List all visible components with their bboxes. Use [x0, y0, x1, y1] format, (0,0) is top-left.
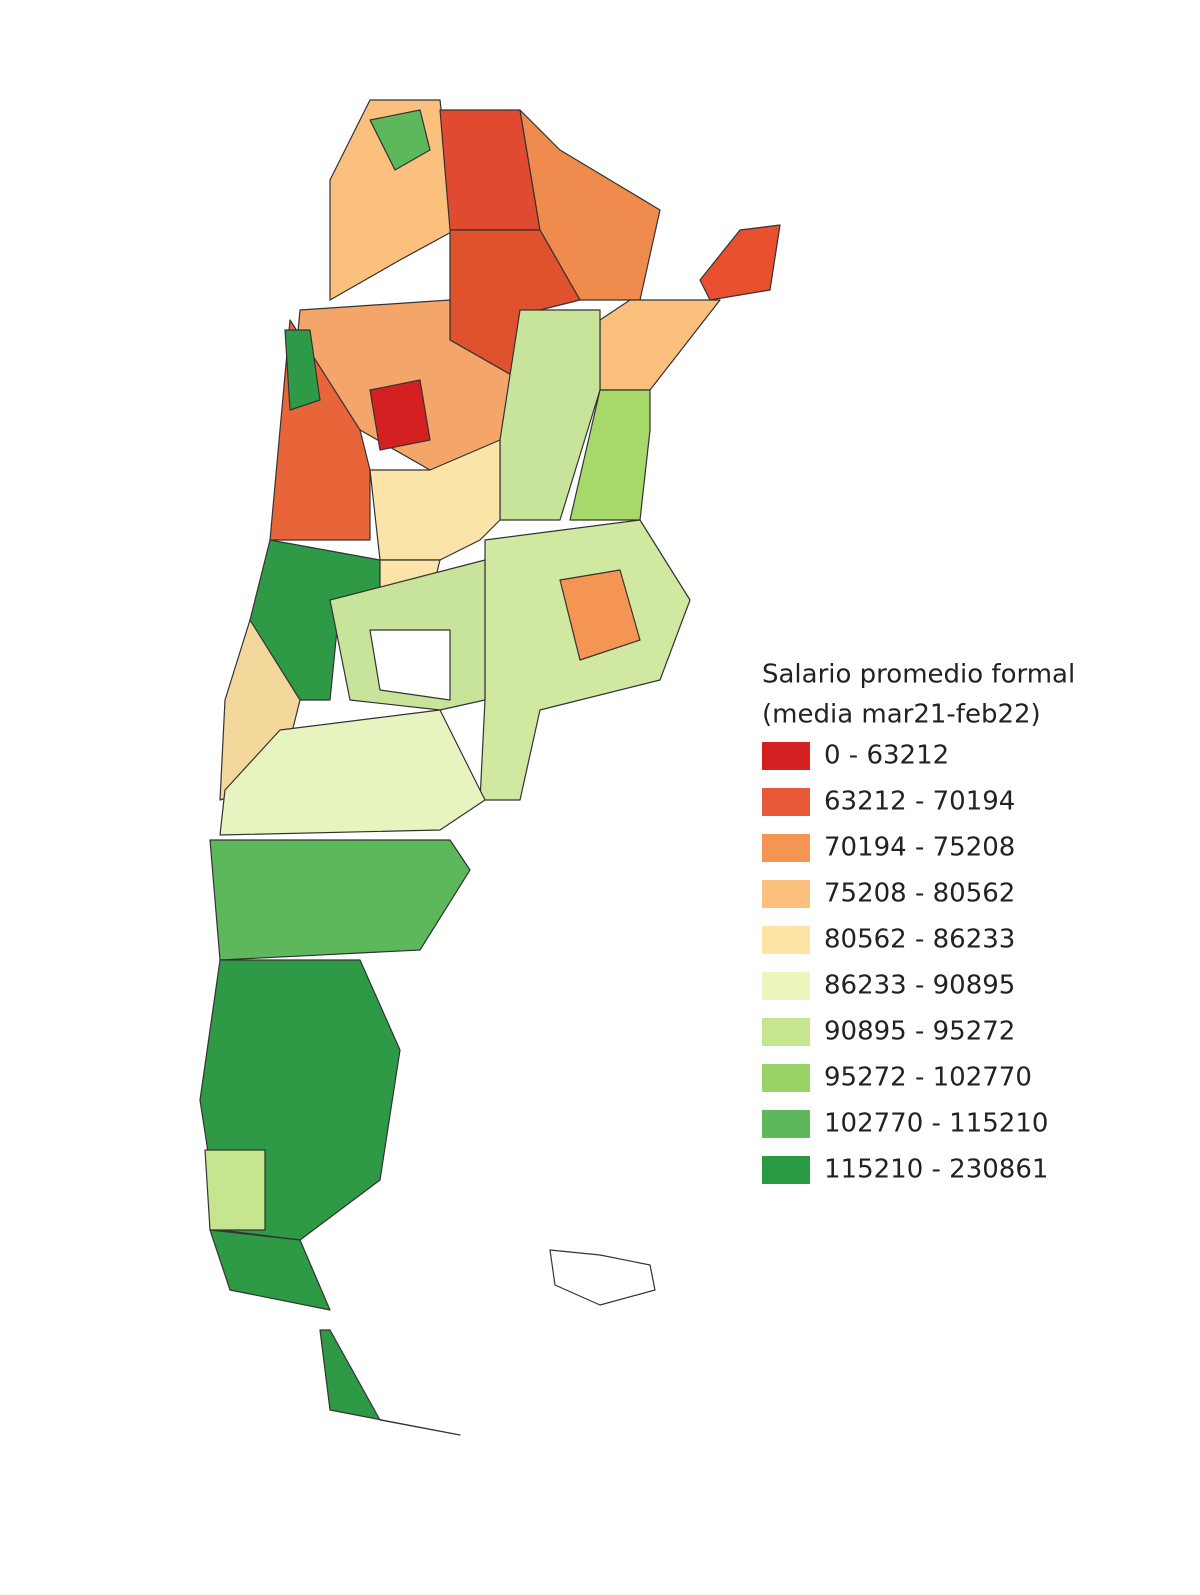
region: [369, 109, 431, 171]
region: [284, 329, 321, 411]
region: [204, 1149, 266, 1231]
legend-swatch: [762, 1064, 810, 1092]
legend-swatch: [762, 1156, 810, 1184]
islands: [549, 1249, 656, 1306]
region: [559, 569, 641, 661]
legend-swatch: [762, 972, 810, 1000]
region: [599, 299, 721, 391]
legend-label: 90895 - 95272: [824, 1017, 1015, 1047]
region: [569, 389, 651, 521]
region: [219, 709, 486, 836]
legend-label: 95272 - 102770: [824, 1063, 1032, 1093]
region: [699, 224, 781, 301]
legend-label: 63212 - 70194: [824, 787, 1015, 817]
legend-label: 80562 - 86233: [824, 925, 1015, 955]
region: [209, 839, 471, 961]
region: [369, 439, 501, 561]
legend-label: 102770 - 115210: [824, 1109, 1048, 1139]
legend-label: 70194 - 75208: [824, 833, 1015, 863]
legend-label: 75208 - 80562: [824, 879, 1015, 909]
region: [319, 1329, 461, 1436]
legend-label: 115210 - 230861: [824, 1155, 1048, 1185]
legend-swatch: [762, 880, 810, 908]
legend-swatch: [762, 742, 810, 770]
region: [209, 1229, 331, 1311]
legend-swatch: [762, 834, 810, 862]
legend: Salario promedio formal (media mar21-feb…: [762, 660, 1075, 1185]
region: [369, 629, 451, 701]
legend-title: (media mar21-feb22): [762, 700, 1041, 730]
legend-swatch: [762, 926, 810, 954]
legend-swatch: [762, 1110, 810, 1138]
legend-label: 86233 - 90895: [824, 971, 1015, 1001]
region: [479, 519, 691, 801]
map: [199, 99, 781, 1436]
region: [369, 379, 431, 451]
legend-title: Salario promedio formal: [762, 660, 1075, 690]
legend-swatch: [762, 1018, 810, 1046]
legend-swatch: [762, 788, 810, 816]
legend-label: 0 - 63212: [824, 741, 949, 771]
